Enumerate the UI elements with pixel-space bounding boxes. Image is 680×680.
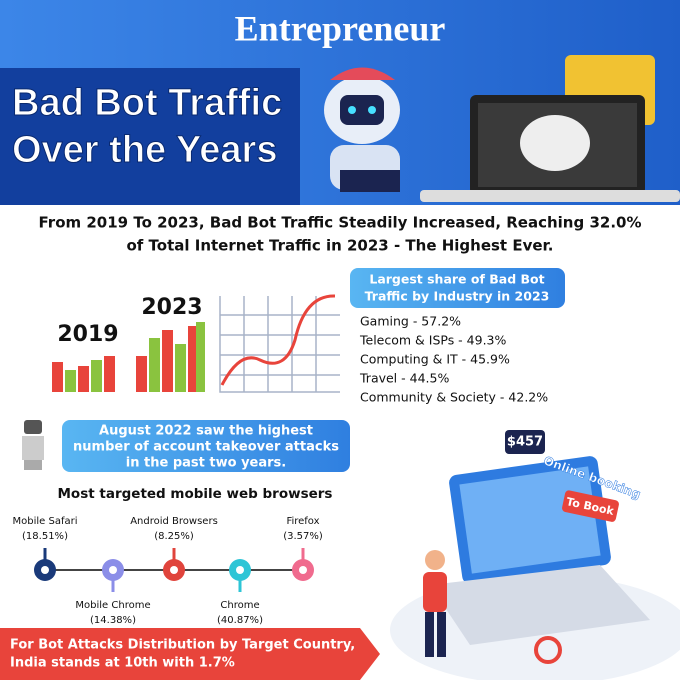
industry-item: Community & Society - 42.2% <box>360 390 548 405</box>
node-core <box>299 566 307 574</box>
industry-item: Telecom & ISPs - 49.3% <box>359 333 506 348</box>
callout: number of account takeover attacks <box>73 440 339 455</box>
node-core <box>109 566 117 574</box>
booking-illustration <box>390 430 680 680</box>
robot-illustration <box>324 67 400 192</box>
browser-name: Android Browsers <box>130 516 218 527</box>
small-robot <box>22 420 44 470</box>
callout: in the past two years. <box>126 456 286 471</box>
title-line: Over the Years <box>12 129 277 171</box>
browser-name: Chrome <box>220 600 259 611</box>
headline: of Total Internet Traffic in 2023 - The … <box>127 237 554 255</box>
laptop-illustration <box>420 55 680 202</box>
browser-share: (14.38%) <box>90 615 136 626</box>
browser-name: Mobile Chrome <box>75 600 150 611</box>
footer: India stands at 10th with 1.7% <box>10 656 235 671</box>
node-core <box>170 566 178 574</box>
browser-name: Firefox <box>286 516 319 527</box>
industry-item: Gaming - 57.2% <box>360 314 461 329</box>
industry-item: Travel - 44.5% <box>359 371 449 386</box>
line-icon <box>219 294 340 393</box>
callout: August 2022 saw the highest <box>99 424 313 439</box>
bar-icon <box>136 322 205 392</box>
industry-title: Traffic by Industry in 2023 <box>365 289 550 304</box>
bar-icon <box>52 356 115 392</box>
node-core <box>236 566 244 574</box>
browser-share: (3.57%) <box>283 531 323 542</box>
browser-name: Mobile Safari <box>13 516 78 527</box>
browsers-title: Most targeted mobile web browsers <box>58 486 333 502</box>
year-label: 2023 <box>141 295 202 320</box>
browser-share: (18.51%) <box>22 531 68 542</box>
industry-box <box>350 268 565 308</box>
title-band <box>0 68 300 205</box>
footer-ribbon <box>0 628 380 680</box>
browser-share: (40.87%) <box>217 615 263 626</box>
industry-item: Computing & IT - 45.9% <box>360 352 510 367</box>
title-line: Bad Bot Traffic <box>12 82 282 124</box>
headline: From 2019 To 2023, Bad Bot Traffic Stead… <box>39 214 642 232</box>
footer: For Bot Attacks Distribution by Target C… <box>10 638 355 653</box>
browser-share: (8.25%) <box>154 531 194 542</box>
brand: Entrepreneur <box>235 8 446 48</box>
industry-title: Largest share of Bad Bot <box>369 272 544 287</box>
callout-box <box>62 420 350 472</box>
node-core <box>41 566 49 574</box>
year-label: 2019 <box>57 322 118 347</box>
price-tag: $457 <box>507 435 543 450</box>
